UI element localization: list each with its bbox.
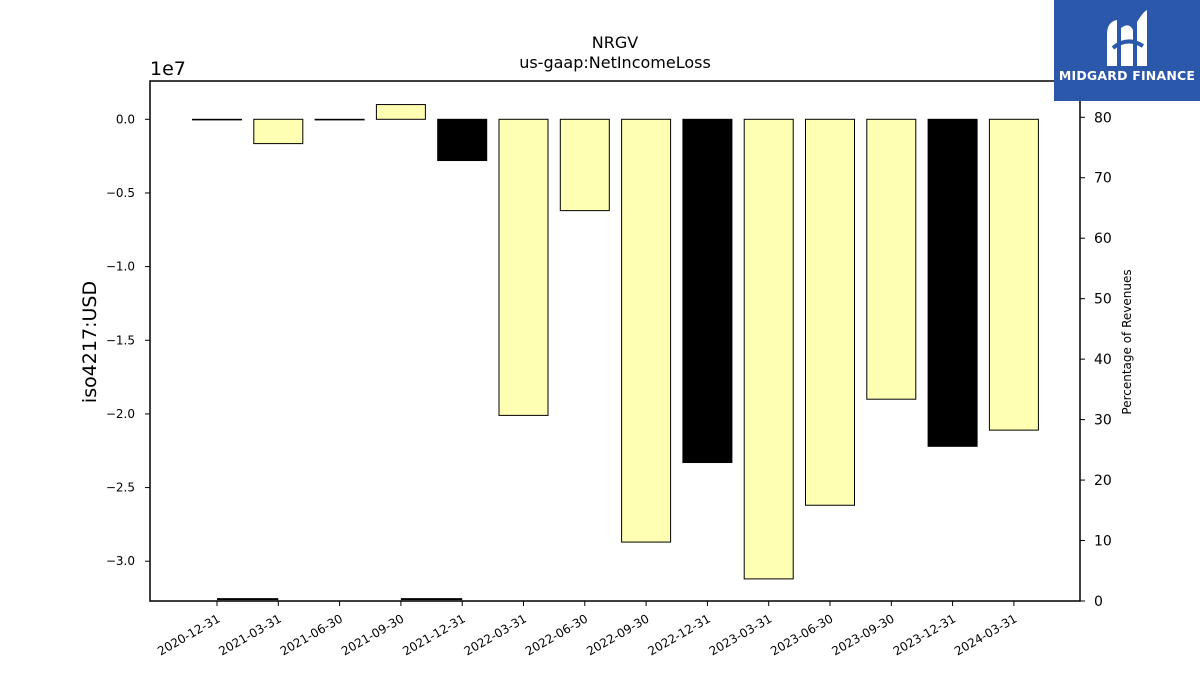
secondary-y-axis-label: Percentage of Revenues	[1120, 269, 1134, 414]
bar-2021-06-30	[314, 118, 365, 121]
x-tick-label: 2023-03-31	[707, 611, 774, 658]
x-tick-label: 2023-09-30	[829, 611, 896, 658]
x-ticks-group: 2020-12-312021-03-312021-06-302021-09-30…	[155, 601, 1019, 658]
x-tick-label: 2021-06-30	[278, 611, 345, 658]
bar-2024-03-31	[988, 118, 1039, 431]
secondary-y-ticks-group: 0 10 20 30 40 50 60 70 80	[1080, 110, 1112, 610]
y2-tick-label: 60	[1094, 231, 1112, 247]
y2-tick-label: 50	[1094, 292, 1112, 308]
bar-2021-09-30	[375, 104, 426, 120]
y2-tick-label: 40	[1094, 352, 1112, 368]
midgard-finance-logo: MIDGARD FINANCE	[1054, 0, 1200, 101]
plot-frame	[149, 80, 1081, 602]
x-tick-label: 2022-03-31	[462, 611, 529, 658]
bar-2022-03-31	[498, 118, 549, 416]
x-tick-label: 2021-03-31	[216, 611, 283, 658]
bar-2021-12-31	[437, 118, 488, 162]
y-tick-label: −1.0	[106, 260, 135, 274]
x-tick-label: 2023-06-30	[768, 611, 835, 658]
chart-title: NRGV	[592, 33, 638, 52]
chart-subtitle: us-gaap:NetIncomeLoss	[519, 53, 711, 72]
y-axis-exponent-label: 1e7	[150, 58, 186, 80]
bar-2023-03-31	[743, 118, 794, 580]
bar-2020-12-31	[192, 118, 242, 121]
bar-2023-12-31	[927, 118, 978, 447]
bar-2022-09-30	[621, 118, 672, 543]
bar-2022-06-30	[559, 118, 610, 212]
y-tick-label: −3.0	[106, 554, 135, 568]
y-tick-label: 0.0	[116, 112, 135, 126]
y-tick-label: −2.0	[106, 407, 135, 421]
x-tick-label: 2020-12-31	[155, 611, 222, 658]
y2-tick-label: 20	[1094, 473, 1112, 489]
bar-2021-03-31	[253, 118, 304, 145]
midgard-logo-icon	[1107, 10, 1147, 66]
x-tick-label: 2024-03-31	[952, 611, 1019, 658]
y2-tick-label: 10	[1094, 534, 1112, 550]
y2-tick-label: 30	[1094, 413, 1112, 429]
bar-2023-06-30	[805, 118, 855, 506]
x-tick-label: 2022-06-30	[523, 611, 590, 658]
x-tick-label: 2021-09-30	[339, 611, 406, 658]
y2-tick-label: 80	[1094, 110, 1112, 126]
x-tick-label: 2022-09-30	[584, 611, 651, 658]
x-tick-label: 2022-12-31	[645, 611, 712, 658]
y-tick-label: −2.5	[106, 481, 135, 495]
y-axis-label: iso4217:USD	[79, 281, 101, 403]
logo-text: MIDGARD FINANCE	[1058, 68, 1196, 83]
y-ticks-group: 0.0 −0.5 −1.0 −1.5 −2.0 −2.5 −3.0	[106, 112, 150, 568]
y2-tick-label: 0	[1094, 594, 1103, 610]
bar-2023-09-30	[866, 118, 917, 400]
y-tick-label: −1.5	[106, 333, 135, 347]
x-tick-label: 2023-12-31	[891, 611, 958, 658]
x-tick-label: 2021-12-31	[400, 611, 467, 658]
y2-tick-label: 70	[1094, 171, 1112, 187]
y-tick-label: −0.5	[106, 186, 135, 200]
bar-2022-12-31	[682, 118, 733, 464]
bars-group	[192, 104, 1039, 580]
axes-group	[149, 80, 1081, 602]
